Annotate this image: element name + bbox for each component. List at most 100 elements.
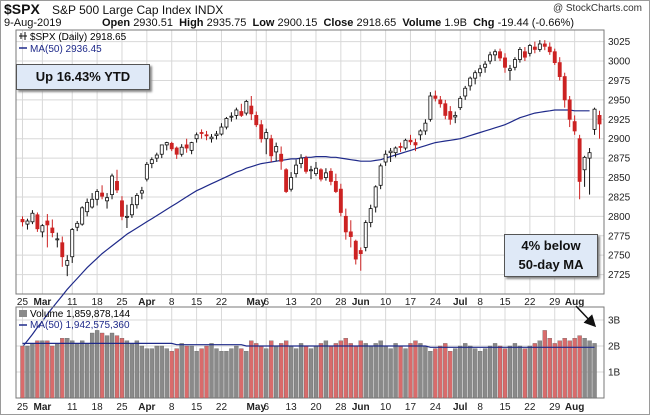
candle-body [398, 146, 403, 148]
candle [70, 228, 75, 263]
date-tick-label: Apr [138, 297, 155, 308]
volume-bar [443, 343, 448, 399]
price-axis: 2725 2750 2775 2800 2825 2850 2875 2900 2925 2950… [608, 37, 631, 281]
candle [60, 236, 65, 267]
candle [174, 146, 179, 159]
candle [373, 185, 378, 213]
volume-bar [99, 332, 105, 399]
candle [164, 141, 169, 151]
high-label: High [179, 17, 204, 29]
volume-bar [458, 345, 463, 399]
candle-body [105, 197, 109, 202]
date-tick-label: 25 [116, 297, 128, 308]
candle [90, 193, 95, 209]
candle-body [438, 99, 443, 105]
volume-bar [328, 345, 334, 399]
date-tick-label: 22 [216, 402, 228, 413]
candle-body [592, 108, 597, 130]
price-tick-label: 2950 [608, 95, 631, 106]
volume-bar [388, 348, 393, 399]
candle [393, 146, 398, 158]
volume-tick-label: 2B [608, 342, 621, 353]
volume-bar [45, 340, 50, 399]
date-tick-label: 10 [380, 297, 392, 308]
volume-bar [333, 343, 339, 399]
candle-body [214, 133, 219, 136]
candle-body [473, 72, 478, 79]
candle [473, 70, 478, 85]
volume-bar [124, 340, 130, 399]
candle [587, 148, 592, 195]
candle [274, 142, 279, 162]
price-tick-label: 2875 [608, 154, 631, 165]
date-tick-label: 29 [549, 402, 561, 413]
volume-bar [463, 343, 468, 399]
candle-body [314, 167, 318, 175]
candle [309, 165, 313, 180]
volume-bar [179, 343, 184, 399]
candle [358, 247, 363, 271]
volume-bar [547, 338, 552, 399]
candle [149, 157, 154, 169]
date-tick-label: 18 [92, 297, 104, 308]
date-tick-label: 11 [67, 402, 78, 413]
candle [199, 129, 204, 139]
candle-body [403, 139, 408, 149]
high-value: 2935.75 [206, 17, 247, 29]
volume-bar [75, 343, 80, 399]
candle-body [134, 194, 139, 206]
candle [488, 51, 493, 65]
candle-body [75, 222, 80, 228]
date-tick-label: Aug [565, 402, 584, 413]
candle [299, 154, 303, 169]
candle-body [179, 146, 184, 155]
candle [279, 146, 284, 170]
candle-body [562, 76, 567, 101]
candle [50, 219, 55, 238]
candle [428, 92, 433, 122]
candle-body [468, 77, 473, 87]
candle [244, 99, 249, 116]
date-tick-label: May [247, 297, 267, 308]
volume-bar [104, 335, 110, 399]
candle [209, 134, 214, 143]
candle [438, 96, 443, 108]
date-tick-label: 15 [499, 297, 511, 308]
candle-body [65, 260, 70, 266]
below-ma-callout: 4% below 50-day MA [504, 234, 598, 277]
price-panel-border [15, 29, 605, 295]
date-tick-label: Jul [453, 402, 468, 413]
candle [388, 148, 393, 162]
candle [532, 41, 537, 54]
volume-bar [527, 345, 533, 399]
candle [383, 150, 388, 166]
candle-body [577, 138, 582, 182]
candle [269, 134, 274, 162]
volume-bar [403, 348, 408, 399]
candle [597, 110, 602, 139]
candle [567, 96, 572, 128]
volume-bar [428, 351, 433, 399]
candle-body [85, 201, 90, 213]
volume-bar [85, 343, 90, 399]
candle-body [319, 169, 323, 180]
volume-bar [269, 340, 274, 399]
candle [547, 42, 552, 55]
candle [368, 204, 373, 228]
volume-bar [279, 343, 284, 399]
date-tick-label: 8 [169, 297, 175, 308]
volume-bar [40, 340, 45, 399]
candle [25, 218, 30, 230]
candle-body [453, 115, 458, 118]
candle-body [199, 132, 204, 134]
candle [483, 61, 488, 73]
candle [508, 64, 512, 81]
volume-bar [517, 345, 523, 399]
candle-body [20, 219, 25, 223]
ytd-callout: Up 16.43% YTD [16, 64, 150, 90]
date-tick-label: Jul [453, 297, 468, 308]
candle-body [309, 169, 313, 172]
date-tick-label: 8 [169, 402, 175, 413]
candle-body [154, 154, 159, 159]
